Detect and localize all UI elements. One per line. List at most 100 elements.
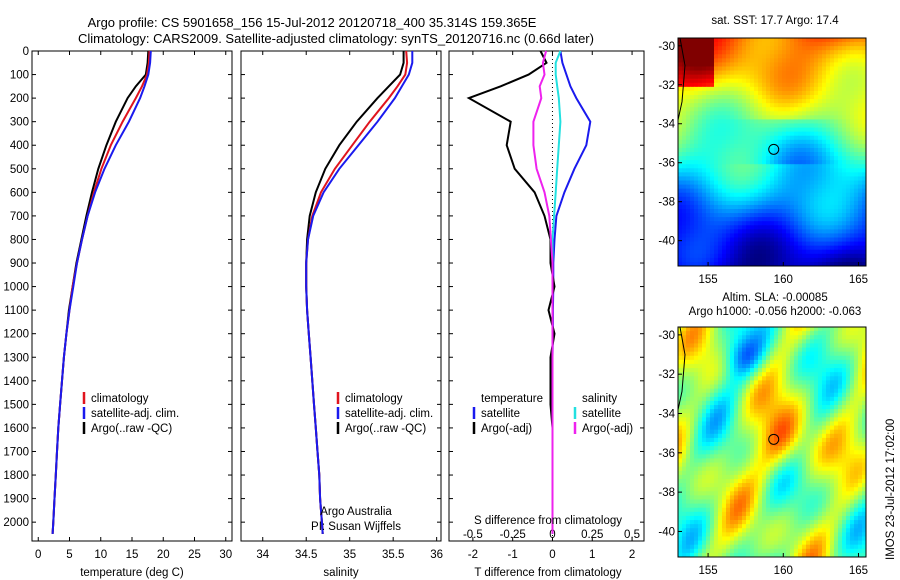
heatmap-cell (734, 499, 739, 505)
heatmap-cell (818, 74, 823, 80)
heatmap-cell (766, 123, 771, 128)
heatmap-cell (730, 229, 735, 234)
heatmap-cell (686, 384, 691, 390)
heatmap-cell (754, 413, 759, 418)
heatmap-cell (786, 99, 791, 104)
heatmap-cell (846, 327, 851, 332)
heatmap-cell (802, 131, 807, 137)
heatmap-cell (690, 188, 695, 194)
heatmap-cell (810, 400, 815, 406)
heatmap-cell (750, 429, 755, 435)
heatmap-cell (810, 245, 815, 251)
heatmap-cell (810, 160, 815, 165)
heatmap-cell (742, 437, 747, 443)
heatmap-cell (834, 123, 839, 128)
heatmap-cell (742, 152, 747, 157)
heatmap-cell (838, 495, 843, 500)
heatmap-cell (734, 433, 739, 439)
heatmap-cell (678, 131, 683, 137)
heatmap-cell (682, 446, 687, 451)
heatmap-cell (842, 172, 847, 177)
heatmap-cell (862, 458, 867, 463)
heatmap-cell (810, 221, 815, 226)
heatmap-cell (822, 400, 827, 406)
heatmap-cell (750, 188, 755, 194)
heatmap-cell (786, 487, 791, 492)
heatmap-cell (706, 229, 711, 234)
heatmap-cell (738, 368, 743, 373)
heatmap-cell (714, 433, 719, 439)
heatmap-cell (786, 90, 791, 96)
heatmap-cell (702, 196, 707, 202)
heatmap-cell (682, 172, 687, 177)
heatmap-cell (802, 470, 807, 476)
heatmap-cell (830, 400, 835, 406)
heatmap-cell (778, 66, 783, 71)
heatmap-cell (762, 111, 767, 116)
heatmap-cell (862, 74, 867, 80)
heatmap-cell (862, 355, 867, 361)
heatmap-cell (806, 50, 811, 55)
heatmap-cell (718, 363, 723, 369)
heatmap-cell (750, 196, 755, 202)
heatmap-cell (806, 499, 811, 505)
heatmap-cell (854, 417, 859, 422)
heatmap-cell (830, 253, 835, 259)
heatmap-cell (774, 417, 779, 422)
heatmap-cell (746, 335, 751, 340)
heatmap-cell (742, 429, 747, 435)
heatmap-cell (842, 58, 847, 63)
heatmap-cell (774, 78, 779, 84)
heatmap-cell (814, 339, 819, 344)
heatmap-cell (858, 368, 863, 373)
heatmap-cell (790, 139, 795, 145)
heatmap-cell (690, 400, 695, 406)
heatmap-cell (746, 152, 751, 157)
heatmap-cell (838, 487, 843, 492)
heatmap-cell (730, 339, 735, 344)
heatmap-cell (858, 458, 863, 463)
heatmap-cell (686, 491, 691, 496)
heatmap-cell (702, 78, 707, 84)
heatmap-cell (858, 103, 863, 108)
heatmap-cell (706, 363, 711, 369)
heatmap-cell (782, 466, 787, 472)
heatmap-cell (802, 376, 807, 381)
heatmap-cell (818, 237, 823, 242)
heatmap-cell (858, 249, 863, 255)
heatmap-cell (766, 42, 771, 47)
heatmap-cell (842, 78, 847, 84)
heatmap-cell (850, 253, 855, 259)
heatmap-cell (818, 221, 823, 226)
heatmap-cell (778, 221, 783, 226)
heatmap-cell (702, 355, 707, 361)
heatmap-cell (814, 388, 819, 394)
heatmap-cell (778, 176, 783, 181)
heatmap-cell (810, 135, 815, 141)
heatmap-cell (802, 164, 807, 169)
heatmap-cell (718, 253, 723, 259)
heatmap-cell (718, 462, 723, 468)
heatmap-cell (810, 495, 815, 500)
heatmap-cell (710, 409, 715, 414)
heatmap-cell (786, 42, 791, 47)
heatmap-cell (758, 111, 763, 116)
heatmap-cell (766, 384, 771, 390)
heatmap-cell (734, 209, 739, 214)
heatmap-cell (798, 491, 803, 496)
heatmap-cell (726, 331, 731, 336)
heatmap-cell (838, 115, 843, 120)
heatmap-cell (806, 66, 811, 71)
heatmap-cell (802, 196, 807, 202)
heatmap-cell (694, 50, 699, 55)
heatmap-cell (830, 119, 835, 124)
heatmap-cell (702, 388, 707, 394)
heatmap-cell (786, 221, 791, 226)
heatmap-cell (830, 131, 835, 137)
heatmap-cell (838, 384, 843, 390)
heatmap-cell (774, 245, 779, 251)
heatmap-cell (762, 392, 767, 398)
heatmap-cell (790, 192, 795, 198)
heatmap-cell (762, 409, 767, 414)
heatmap-cell (702, 442, 707, 447)
